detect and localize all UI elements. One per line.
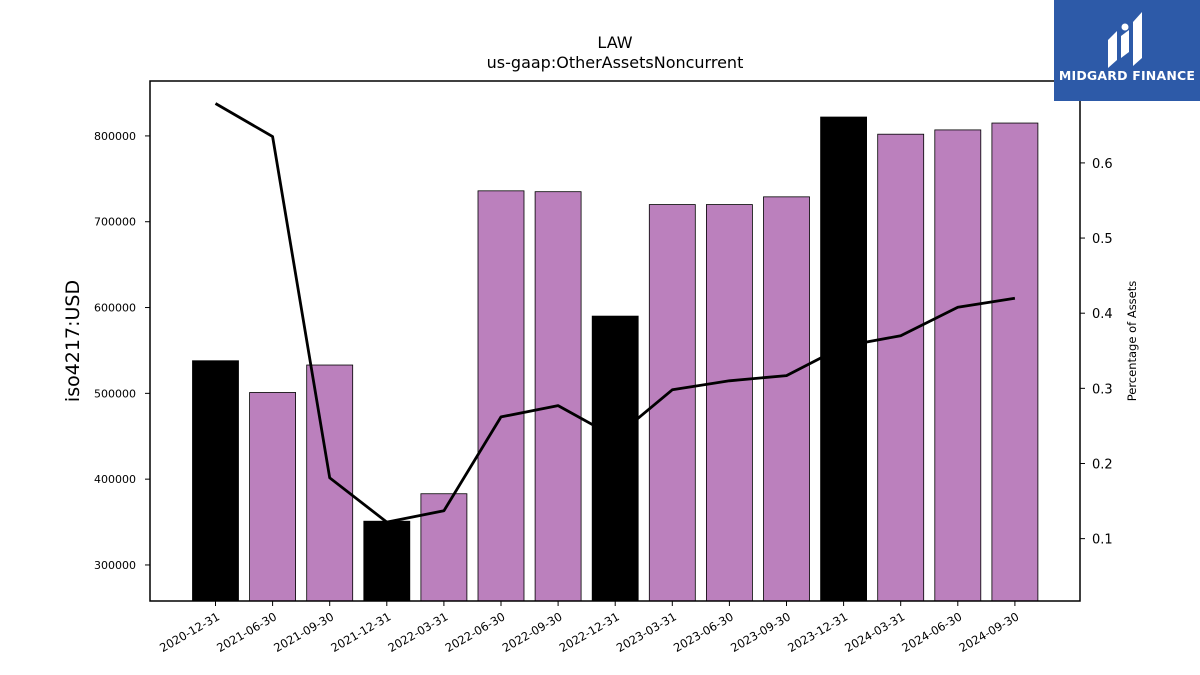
bar (763, 196, 810, 602)
chart-subtitle: us-gaap:OtherAssetsNoncurrent (486, 53, 744, 72)
y2-axis-label: Percentage of Assets (1125, 281, 1139, 402)
brand-logo: MIDGARD FINANCE (1054, 0, 1200, 101)
bar (192, 360, 239, 602)
y2-tick-label: 0.5 (1092, 232, 1113, 247)
bar (877, 133, 925, 602)
bar (249, 392, 297, 602)
x-tick-label: 2021-09-30 (271, 609, 336, 655)
logo-text: MIDGARD FINANCE (1058, 68, 1196, 83)
y-tick-label: 500000 (94, 387, 136, 400)
bar (534, 191, 582, 602)
y2-tick-label: 0.1 (1092, 533, 1113, 548)
x-tick-label: 2021-12-31 (328, 609, 393, 655)
x-tick-label: 2021-06-30 (214, 609, 279, 655)
bar (363, 520, 411, 602)
bar (934, 129, 982, 602)
bar (991, 122, 1039, 602)
logo-mark-icon (1108, 12, 1142, 68)
x-tick-label: 2023-12-31 (785, 609, 850, 655)
y-tick-label: 600000 (94, 302, 136, 315)
bar (820, 116, 867, 602)
y2-tick-label: 0.2 (1092, 457, 1113, 472)
x-tick-label: 2024-09-30 (957, 609, 1022, 655)
x-tick-label: 2022-06-30 (443, 609, 508, 655)
y-tick-label: 800000 (94, 130, 136, 143)
x-tick-label: 2023-03-31 (614, 609, 679, 655)
x-tick-label: 2024-03-31 (842, 609, 907, 655)
x-tick-label: 2020-12-31 (157, 609, 222, 655)
percentage-line (214, 102, 1016, 524)
y-axis-label: iso4217:USD (62, 280, 84, 402)
bar (306, 364, 354, 602)
y2-tick-label: 0.6 (1092, 157, 1113, 172)
bar (648, 204, 696, 602)
y-tick-label: 300000 (94, 559, 136, 572)
chart-title: LAW (597, 33, 633, 52)
y2-tick-label: 0.4 (1092, 307, 1113, 322)
x-tick-label: 2022-03-31 (386, 609, 451, 655)
bar (477, 190, 525, 602)
y-tick-label: 400000 (94, 473, 136, 486)
x-tick-label: 2022-12-31 (557, 609, 622, 655)
x-tick-label: 2023-09-30 (728, 609, 793, 655)
x-tick-label: 2023-06-30 (671, 609, 736, 655)
x-tick-label: 2022-09-30 (500, 609, 565, 655)
bar (706, 204, 753, 602)
bar (591, 315, 639, 602)
y2-tick-label: 0.3 (1092, 382, 1113, 397)
y-tick-label: 700000 (94, 216, 136, 229)
x-tick-label: 2024-06-30 (899, 609, 964, 655)
